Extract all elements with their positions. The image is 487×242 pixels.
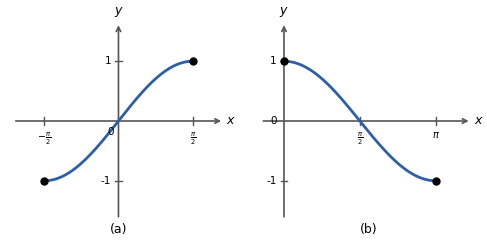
Text: $\frac{\pi}{2}$: $\frac{\pi}{2}$ <box>189 130 196 147</box>
Text: 1: 1 <box>105 56 112 66</box>
Text: 0: 0 <box>270 116 277 126</box>
Text: (a): (a) <box>110 223 127 236</box>
Text: $-\frac{\pi}{2}$: $-\frac{\pi}{2}$ <box>37 130 52 147</box>
Text: $\frac{\pi}{2}$: $\frac{\pi}{2}$ <box>356 130 363 147</box>
Text: -1: -1 <box>101 176 112 186</box>
Text: $\mathit{y}$: $\mathit{y}$ <box>279 5 289 19</box>
Text: -1: -1 <box>266 176 277 186</box>
Text: $\mathit{x}$: $\mathit{x}$ <box>226 114 236 128</box>
Text: $\pi$: $\pi$ <box>432 130 440 140</box>
Text: (b): (b) <box>360 223 377 236</box>
Text: $\mathit{x}$: $\mathit{x}$ <box>474 114 484 128</box>
Text: $\mathit{y}$: $\mathit{y}$ <box>113 5 123 19</box>
Text: 1: 1 <box>270 56 277 66</box>
Text: 0: 0 <box>107 127 114 137</box>
